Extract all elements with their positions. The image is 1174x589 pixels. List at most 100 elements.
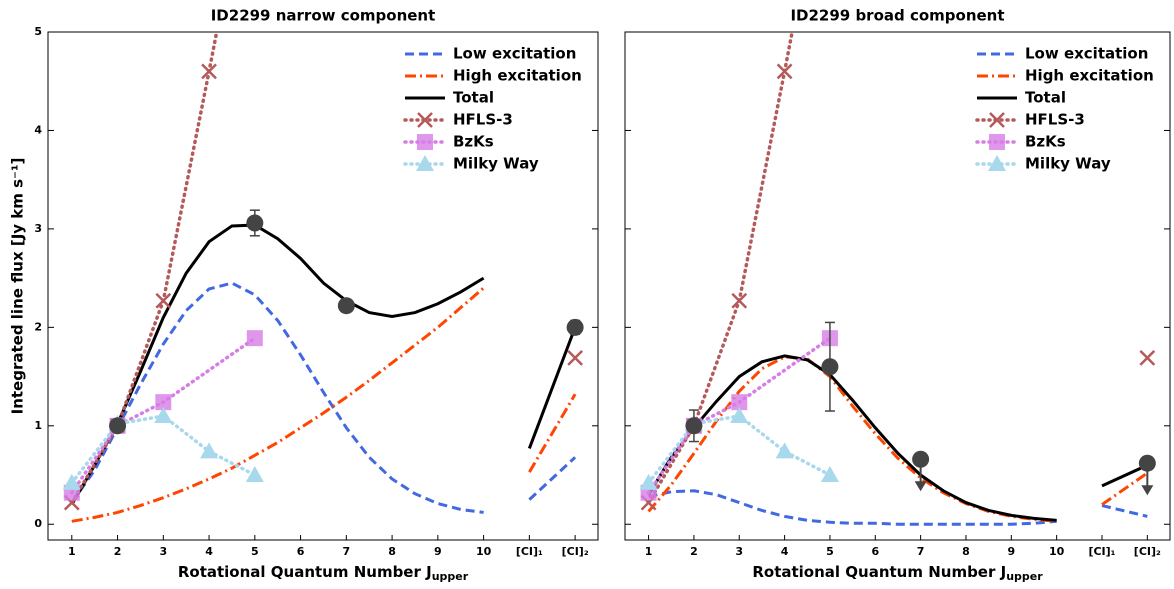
x-axis-label-text: Rotational Quantum Number J [752,563,1006,581]
marker-x [776,63,793,80]
x-tick-label: 9 [434,545,442,558]
chart-title: ID2299 broad component [790,7,1004,25]
marker-triangle [200,442,219,459]
x-tick-label: 5 [251,545,259,558]
limit-arrowhead [1141,485,1154,496]
x-tick-label: 1 [68,545,76,558]
marker-triangle [245,466,264,483]
marker-triangle [154,406,173,423]
marker-square [246,330,263,347]
chart-title: ID2299 narrow component [211,7,436,25]
series-line [647,354,1148,522]
legend-label: Total [1025,89,1066,107]
x-tick-label: [CI]₁ [516,545,543,558]
x-tick-label: [CI]₁ [1088,545,1115,558]
panel: ID2299 narrow component Rotational Quantu… [9,0,599,584]
marker-x [731,292,748,309]
data-point [821,358,839,376]
x-tick-label: 4 [205,545,213,558]
legend-label: High excitation [1025,67,1154,85]
legend-label: BzKs [453,133,494,151]
plot-area [639,0,1156,526]
marker-triangle [416,155,434,171]
legend-label: HFLS-3 [1025,111,1085,129]
legend-label: Milky Way [1025,155,1111,173]
x-tick-label: [CI]₂ [1134,545,1161,558]
marker-triangle [988,155,1006,171]
x-tick-label: 3 [735,545,743,558]
marker-square [155,394,172,411]
x-tick-label: 7 [917,545,925,558]
y-tick-label: 4 [34,123,42,136]
limit-arrowhead [914,481,927,492]
marker-triangle [730,406,749,423]
x-tick-label: 2 [114,545,122,558]
series-line [70,281,577,514]
upper-limit-point [1138,454,1156,472]
x-tick-label: 10 [1049,545,1065,558]
marker-x [201,63,217,80]
x-tick-label: 10 [476,545,492,558]
x-tick-label: 9 [1007,545,1015,558]
x-tick-label: 6 [871,545,879,558]
data-point [109,417,127,435]
x-tick-label: 7 [343,545,351,558]
panel: ID2299 broad component Rotational Quantum… [624,0,1171,584]
legend-label: BzKs [1025,133,1066,151]
x-tick-label: 8 [962,545,970,558]
legend-label: Low excitation [453,45,576,63]
y-tick-label: 2 [34,320,42,333]
marker-x [417,112,433,128]
series-line [70,336,257,495]
marker-x [155,292,172,309]
x-tick-label: 4 [781,545,789,558]
marker-triangle [62,473,81,490]
x-axis-label-text: Rotational Quantum Number J [178,563,432,581]
marker-triangle [775,442,794,459]
x-tick-label: 8 [388,545,396,558]
marker-square [417,134,433,150]
data-point [566,318,584,336]
y-tick-label: 1 [34,419,42,432]
legend-label: Milky Way [453,155,539,173]
plot-area [62,0,584,523]
plot-frame [47,31,599,541]
plot-frame [624,31,1171,541]
x-tick-label: 3 [159,545,167,558]
x-tick-label: 6 [297,545,305,558]
data-point [246,214,264,232]
marker-x [567,349,584,366]
x-axis-label-sub: upper [432,570,469,583]
series-line [70,414,257,485]
y-tick-label: 3 [34,222,42,235]
x-tick-label: 5 [826,545,834,558]
marker-x [1139,349,1156,366]
legend-label: Low excitation [1025,45,1148,63]
marker-x [989,112,1005,128]
data-point [685,417,703,435]
upper-limit-point [912,450,930,468]
series-line [70,223,577,506]
series-line [646,336,832,495]
data-point [337,297,355,315]
x-tick-label: 1 [645,545,653,558]
series-line [71,286,577,523]
marker-square [989,134,1005,150]
legend-label: High excitation [453,67,582,85]
series-line [648,489,1148,526]
y-tick-label: 0 [34,517,42,530]
x-axis-label-sub: upper [1006,570,1043,583]
legend-label: Total [453,89,494,107]
marker-triangle [639,473,658,490]
x-axis-label: Rotational Quantum Number Jupper [178,563,469,584]
marker-triangle [820,466,839,483]
y-tick-label: 5 [34,25,42,38]
y-axis-label: Integrated line flux [Jy km s⁻¹] [9,158,27,415]
x-tick-label: 2 [690,545,698,558]
series-line [646,414,832,485]
marker-square [731,394,748,411]
x-axis-label: Rotational Quantum Number Jupper [752,563,1043,584]
legend-label: HFLS-3 [453,111,513,129]
x-tick-label: [CI]₂ [562,545,589,558]
